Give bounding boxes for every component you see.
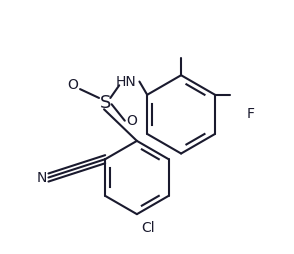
Text: F: F — [247, 107, 255, 121]
Text: HN: HN — [115, 74, 136, 89]
Text: O: O — [126, 114, 137, 128]
Text: O: O — [67, 78, 78, 92]
Text: Cl: Cl — [141, 221, 155, 235]
Text: N: N — [37, 170, 47, 184]
Text: S: S — [100, 94, 111, 112]
